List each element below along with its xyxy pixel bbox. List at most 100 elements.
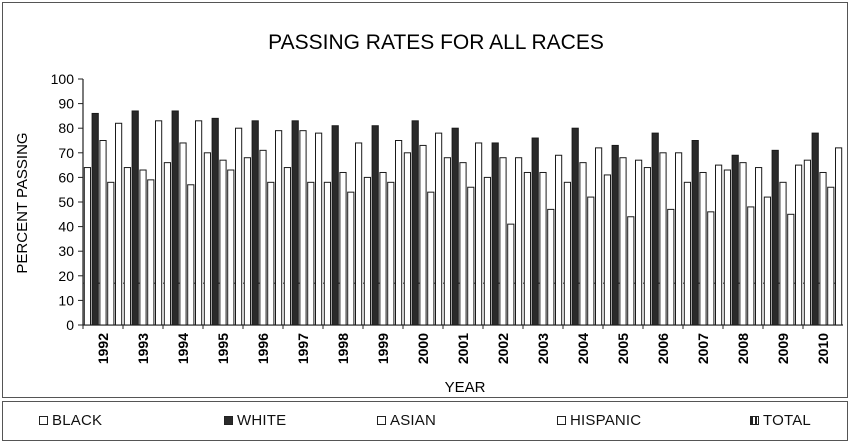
bar-total (315, 132, 323, 326)
bar-white (171, 110, 179, 326)
bar-hispanic (787, 213, 795, 326)
bar-total (435, 132, 443, 326)
x-tick-label: 1995 (215, 333, 231, 364)
legend-label-asian: ASIAN (390, 412, 437, 429)
bar-white (651, 132, 659, 326)
legend-item-black: BLACK (39, 412, 102, 429)
bar-black (483, 176, 491, 326)
legend-label-black: BLACK (52, 412, 103, 429)
bar-black (523, 171, 531, 326)
bar-white (811, 132, 819, 326)
legend-swatch-hispanic (557, 416, 566, 425)
x-tick-label: 2003 (535, 333, 551, 364)
y-axis-label: PERCENT PASSING (14, 132, 31, 273)
bar-asian (739, 162, 747, 326)
bar-hispanic (467, 186, 475, 326)
legend-swatch-total (750, 416, 759, 425)
bar-asian (779, 181, 787, 326)
bar-total (115, 122, 123, 326)
bar-hispanic (507, 223, 515, 326)
bar-black (763, 196, 771, 326)
bar-white (211, 117, 219, 326)
bar-black (243, 157, 252, 326)
bar-hispanic (307, 181, 315, 326)
bar-total (195, 120, 203, 326)
y-tick-label: 90 (58, 96, 74, 112)
x-tick-label: 2004 (575, 333, 591, 364)
bar-asian (99, 140, 107, 326)
bar-hispanic (227, 169, 235, 326)
legend-swatch-white (224, 416, 233, 425)
bar-asian (539, 171, 547, 326)
x-tick-label: 2002 (495, 333, 511, 364)
bar-total (595, 147, 603, 326)
bar-asian (139, 169, 147, 326)
bar-total (475, 142, 483, 326)
bar-total (715, 164, 723, 326)
bar-asian (259, 149, 267, 326)
y-tick-label: 60 (58, 169, 74, 185)
bar-hispanic (267, 181, 275, 326)
y-tick-label: 50 (58, 194, 74, 210)
bar-hispanic (107, 181, 115, 326)
x-tick-label: 1999 (375, 333, 391, 364)
y-tick-label: 70 (58, 145, 74, 161)
bar-black (403, 152, 411, 326)
legend-item-asian: ASIAN (377, 412, 436, 429)
bar-hispanic (387, 181, 395, 326)
bar-asian (459, 162, 467, 326)
x-tick-label: 1998 (335, 333, 351, 364)
bar-asian (499, 157, 507, 326)
bar-black (123, 167, 132, 326)
bar-black (803, 159, 811, 326)
bar-hispanic (667, 208, 675, 326)
chart-svg: PASSING RATES FOR ALL RACES PERCENT PASS… (14, 31, 843, 396)
bar-white (771, 149, 779, 326)
x-tick-label: 2006 (655, 333, 671, 364)
y-tick-label: 80 (58, 120, 74, 136)
bar-asian (699, 171, 707, 326)
bar-hispanic (427, 191, 435, 326)
y-tick-label: 40 (58, 219, 74, 235)
x-tick-label: 2010 (815, 333, 831, 364)
legend-item-hispanic: HISPANIC (557, 412, 641, 429)
legend: BLACK WHITE ASIAN HISPANIC TOTAL (2, 401, 848, 441)
bar-white (451, 127, 459, 326)
legend-swatch-asian (377, 416, 386, 425)
bar-hispanic (587, 196, 595, 326)
bar-asian (819, 171, 827, 326)
x-axis-label: YEAR (445, 379, 486, 396)
bar-asian (579, 162, 587, 326)
bar-white (251, 120, 259, 326)
y-tick-label: 10 (58, 292, 74, 308)
x-tick-label: 1994 (175, 333, 191, 364)
bar-black (723, 169, 731, 326)
bar-black (643, 167, 651, 326)
bar-total (675, 152, 683, 326)
legend-label-hispanic: HISPANIC (570, 412, 642, 429)
bar-black (83, 167, 92, 326)
bar-black (363, 176, 371, 326)
bar-black (683, 181, 691, 326)
chart-title: PASSING RATES FOR ALL RACES (268, 31, 604, 54)
bar-total (555, 154, 563, 326)
bar-total (355, 142, 363, 326)
bar-asian (379, 171, 387, 326)
bar-total (155, 120, 163, 326)
bar-white (291, 120, 299, 326)
x-tick-label: 2007 (695, 333, 711, 364)
bar-total (235, 127, 243, 326)
x-tick-label: 1992 (95, 333, 111, 364)
bar-total (755, 167, 763, 326)
legend-label-white: WHITE (237, 412, 287, 429)
bar-white (691, 140, 699, 326)
legend-swatch-black (39, 416, 48, 425)
x-tick-label: 1993 (135, 333, 151, 364)
chart-frame: PASSING RATES FOR ALL RACES PERCENT PASS… (2, 2, 848, 398)
x-tick-label: 2000 (415, 333, 431, 364)
bar-asian (419, 144, 427, 326)
bar-asian (659, 152, 667, 326)
bar-asian (219, 159, 227, 326)
bar-hispanic (147, 179, 155, 326)
bar-total (395, 140, 403, 326)
